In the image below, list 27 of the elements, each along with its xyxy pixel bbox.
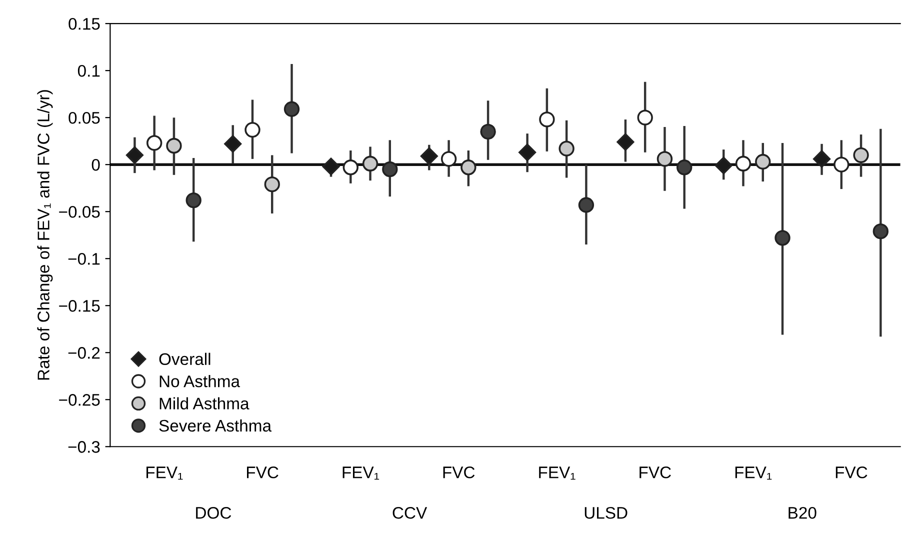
- y-tick-label: 0.05: [68, 112, 100, 124]
- x-tick-label: FVC: [443, 466, 475, 478]
- text: CCV: [392, 506, 428, 519]
- text: ULSD: [584, 506, 628, 519]
- x-tick-label: FVC: [640, 466, 671, 478]
- legend-label: Severe Asthma: [159, 419, 272, 432]
- y-tick-label: −0.1: [68, 252, 100, 265]
- text: DOC: [196, 506, 232, 519]
- y-tick-label: −0.05: [59, 206, 100, 218]
- x-tick-label: FEV₁: [146, 466, 183, 480]
- x-tick-label: FEV₁: [342, 466, 380, 480]
- y-tick-label: −0.2: [68, 347, 100, 359]
- y-axis-title: Rate of Change of FEV₁ and FVC (L/yr): [37, 90, 53, 380]
- y-tick-label: 0.1: [78, 64, 100, 77]
- legend-label: No Asthma: [160, 375, 240, 388]
- y-tick-label: −0.3: [68, 441, 100, 453]
- legend-label: Mild Asthma: [160, 397, 250, 410]
- y-tick-label: −0.15: [59, 300, 100, 312]
- legend-label: Overall: [159, 352, 210, 366]
- text: B20: [788, 506, 816, 519]
- x-tick-label: FEV₁: [735, 466, 772, 480]
- y-tick-label: −0.25: [59, 394, 100, 406]
- y-tick-label: 0.15: [68, 18, 100, 30]
- x-tick-label: FVC: [247, 466, 278, 478]
- x-tick-label: FEV₁: [539, 466, 576, 480]
- y-tick-label: 0: [92, 158, 100, 171]
- x-tick-label: FVC: [836, 466, 868, 478]
